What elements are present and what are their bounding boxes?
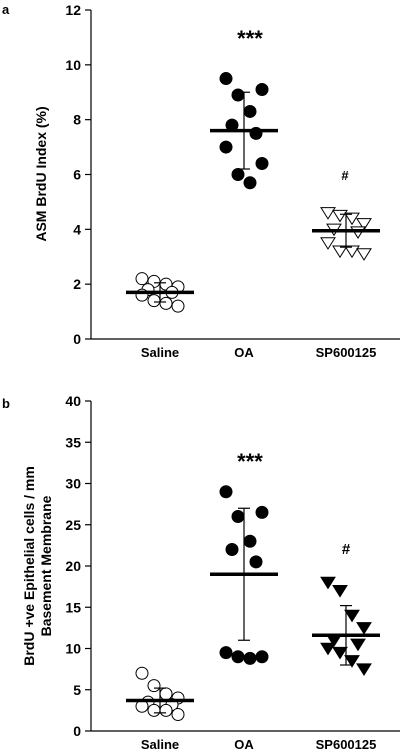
panel-b-point-oa bbox=[219, 485, 233, 499]
panel-b-point-saline bbox=[171, 708, 185, 721]
panel-a-point-saline bbox=[135, 272, 149, 286]
panel-a-point-oa bbox=[243, 104, 257, 118]
panel-a-category-sp600125: SP600125 bbox=[316, 345, 377, 360]
panel-a-point-sp600125 bbox=[332, 245, 348, 259]
panel-a: a 0 2 4 6 8 10 12 ASM BrdU Index (%) Saline OA… bbox=[2, 2, 400, 360]
panel-b-y-axis-title-line1: BrdU +ve Epithelial cells / mm bbox=[21, 466, 37, 666]
panel-letter-a: a bbox=[2, 2, 10, 17]
panel-b-significance-oa: *** bbox=[237, 449, 263, 474]
panel-a-point-sp600125 bbox=[332, 209, 348, 223]
panel-b-y-ticks: 0 5 10 15 20 25 30 35 40 bbox=[65, 393, 91, 739]
panel-b-point-oa bbox=[249, 555, 263, 569]
panel-b-point-sp600125 bbox=[350, 638, 366, 652]
panel-a-point-oa bbox=[231, 168, 245, 181]
panel-a-plot-area bbox=[126, 72, 380, 313]
panel-a-y-axis-title: ASM BrdU Index (%) bbox=[33, 106, 49, 241]
panel-b-plot-area bbox=[126, 485, 380, 721]
panel-b-point-saline bbox=[147, 679, 161, 693]
panel-a-y-tick-label: 6 bbox=[73, 167, 81, 183]
panel-b-category-oa: OA bbox=[234, 737, 254, 752]
panel-a-point-sp600125 bbox=[320, 237, 336, 250]
panel-a-significance-sp600125: # bbox=[341, 168, 349, 183]
panel-b-significance-sp600125: # bbox=[342, 541, 351, 558]
panel-a-y-tick-label: 10 bbox=[65, 57, 81, 73]
panel-b-point-oa bbox=[255, 505, 269, 519]
panel-a-point-saline bbox=[147, 294, 161, 308]
panel-a-point-oa bbox=[255, 157, 269, 171]
panel-a-y-tick-label: 2 bbox=[73, 276, 81, 292]
panel-b-point-sp600125 bbox=[356, 663, 372, 677]
panel-a-point-oa bbox=[255, 83, 269, 97]
panel-b-y-tick-label: 10 bbox=[65, 641, 81, 657]
panel-a-point-sp600125 bbox=[356, 218, 372, 231]
panel-letter-b: b bbox=[2, 396, 10, 411]
panel-b-point-saline bbox=[147, 703, 161, 717]
panel-a-significance-oa: *** bbox=[237, 26, 263, 51]
panel-a-category-saline: Saline bbox=[141, 345, 179, 360]
panel-a-category-oa: OA bbox=[234, 345, 254, 360]
panel-b-y-tick-label: 30 bbox=[65, 476, 81, 492]
panel-a-point-saline bbox=[159, 296, 173, 310]
panel-a-y-ticks: 0 2 4 6 8 10 12 bbox=[65, 2, 91, 347]
panel-b-point-oa bbox=[219, 646, 233, 660]
panel-b-point-sp600125 bbox=[332, 646, 348, 660]
panel-b-y-tick-label: 20 bbox=[65, 558, 81, 574]
panel-a-point-oa bbox=[219, 140, 233, 154]
panel-b-y-axis-title-line2: Basement Membrane bbox=[38, 495, 54, 636]
panel-a-point-sp600125 bbox=[320, 207, 336, 220]
panel-b-point-sp600125 bbox=[344, 655, 360, 668]
panel-b: b 0 5 10 15 20 25 30 35 40 BrdU +ve Epithelial c… bbox=[2, 393, 400, 752]
panel-a-point-oa bbox=[219, 72, 233, 86]
panel-b-point-saline bbox=[159, 687, 173, 701]
panel-a-point-sp600125 bbox=[356, 248, 372, 261]
panel-b-point-saline bbox=[135, 666, 149, 680]
panel-b-point-sp600125 bbox=[344, 609, 360, 623]
panel-a-point-sp600125 bbox=[344, 245, 360, 259]
panel-b-category-sp600125: SP600125 bbox=[316, 737, 377, 752]
panel-b-y-tick-label: 25 bbox=[65, 517, 81, 533]
panel-b-point-saline bbox=[159, 703, 173, 717]
panel-b-y-tick-label: 40 bbox=[65, 393, 81, 409]
panel-b-point-oa bbox=[225, 543, 239, 556]
panel-a-y-tick-label: 12 bbox=[65, 2, 81, 18]
panel-a-point-oa bbox=[231, 88, 245, 102]
panel-b-point-sp600125 bbox=[320, 576, 336, 590]
panel-b-y-tick-label: 0 bbox=[73, 723, 81, 739]
panel-b-y-tick-label: 15 bbox=[65, 599, 81, 615]
panel-b-category-saline: Saline bbox=[141, 737, 179, 752]
panel-b-point-sp600125 bbox=[356, 622, 372, 635]
panel-b-y-tick-label: 35 bbox=[65, 434, 81, 450]
panel-b-point-oa bbox=[231, 650, 245, 664]
panel-a-y-tick-label: 8 bbox=[73, 112, 81, 128]
panel-a-point-oa bbox=[243, 176, 257, 190]
panel-b-y-tick-label: 5 bbox=[73, 682, 81, 698]
panel-b-point-oa bbox=[231, 510, 245, 523]
panel-a-point-sp600125 bbox=[344, 212, 360, 226]
panel-b-y-axis-title: BrdU +ve Epithelial cells / mm Basement … bbox=[21, 466, 54, 666]
panel-a-axes bbox=[90, 10, 400, 340]
panel-b-point-oa bbox=[255, 650, 269, 664]
panel-a-point-saline bbox=[171, 299, 185, 313]
panel-b-point-sp600125 bbox=[320, 642, 336, 656]
panel-b-point-oa bbox=[243, 651, 257, 665]
panel-a-y-tick-label: 0 bbox=[73, 331, 81, 347]
panel-b-point-sp600125 bbox=[332, 585, 348, 598]
panel-a-y-tick-label: 4 bbox=[73, 221, 81, 237]
panel-b-point-oa bbox=[243, 534, 257, 548]
